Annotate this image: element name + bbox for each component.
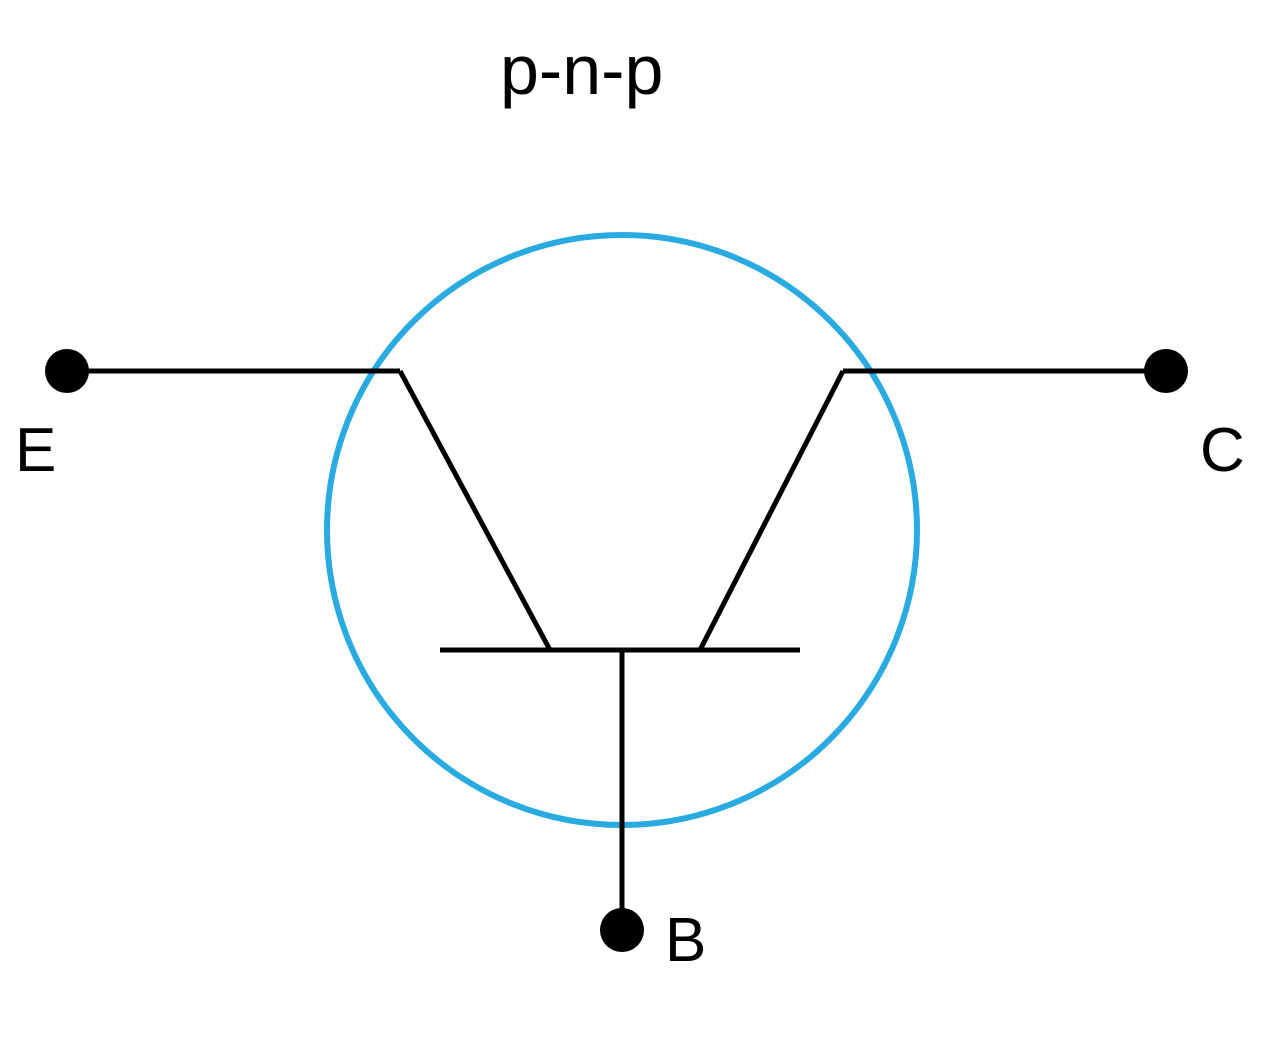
base-label: B	[665, 905, 706, 976]
collector-terminal	[1144, 349, 1188, 393]
diagram-title: p-n-p	[500, 30, 663, 110]
circuit-svg	[0, 0, 1279, 1053]
collector-diagonal	[700, 371, 843, 650]
emitter-diagonal	[400, 371, 550, 650]
transistor-diagram: p-n-p E C B	[0, 0, 1279, 1053]
emitter-label: E	[15, 415, 56, 486]
base-terminal	[600, 908, 644, 952]
collector-label: C	[1200, 415, 1245, 486]
emitter-terminal	[45, 349, 89, 393]
